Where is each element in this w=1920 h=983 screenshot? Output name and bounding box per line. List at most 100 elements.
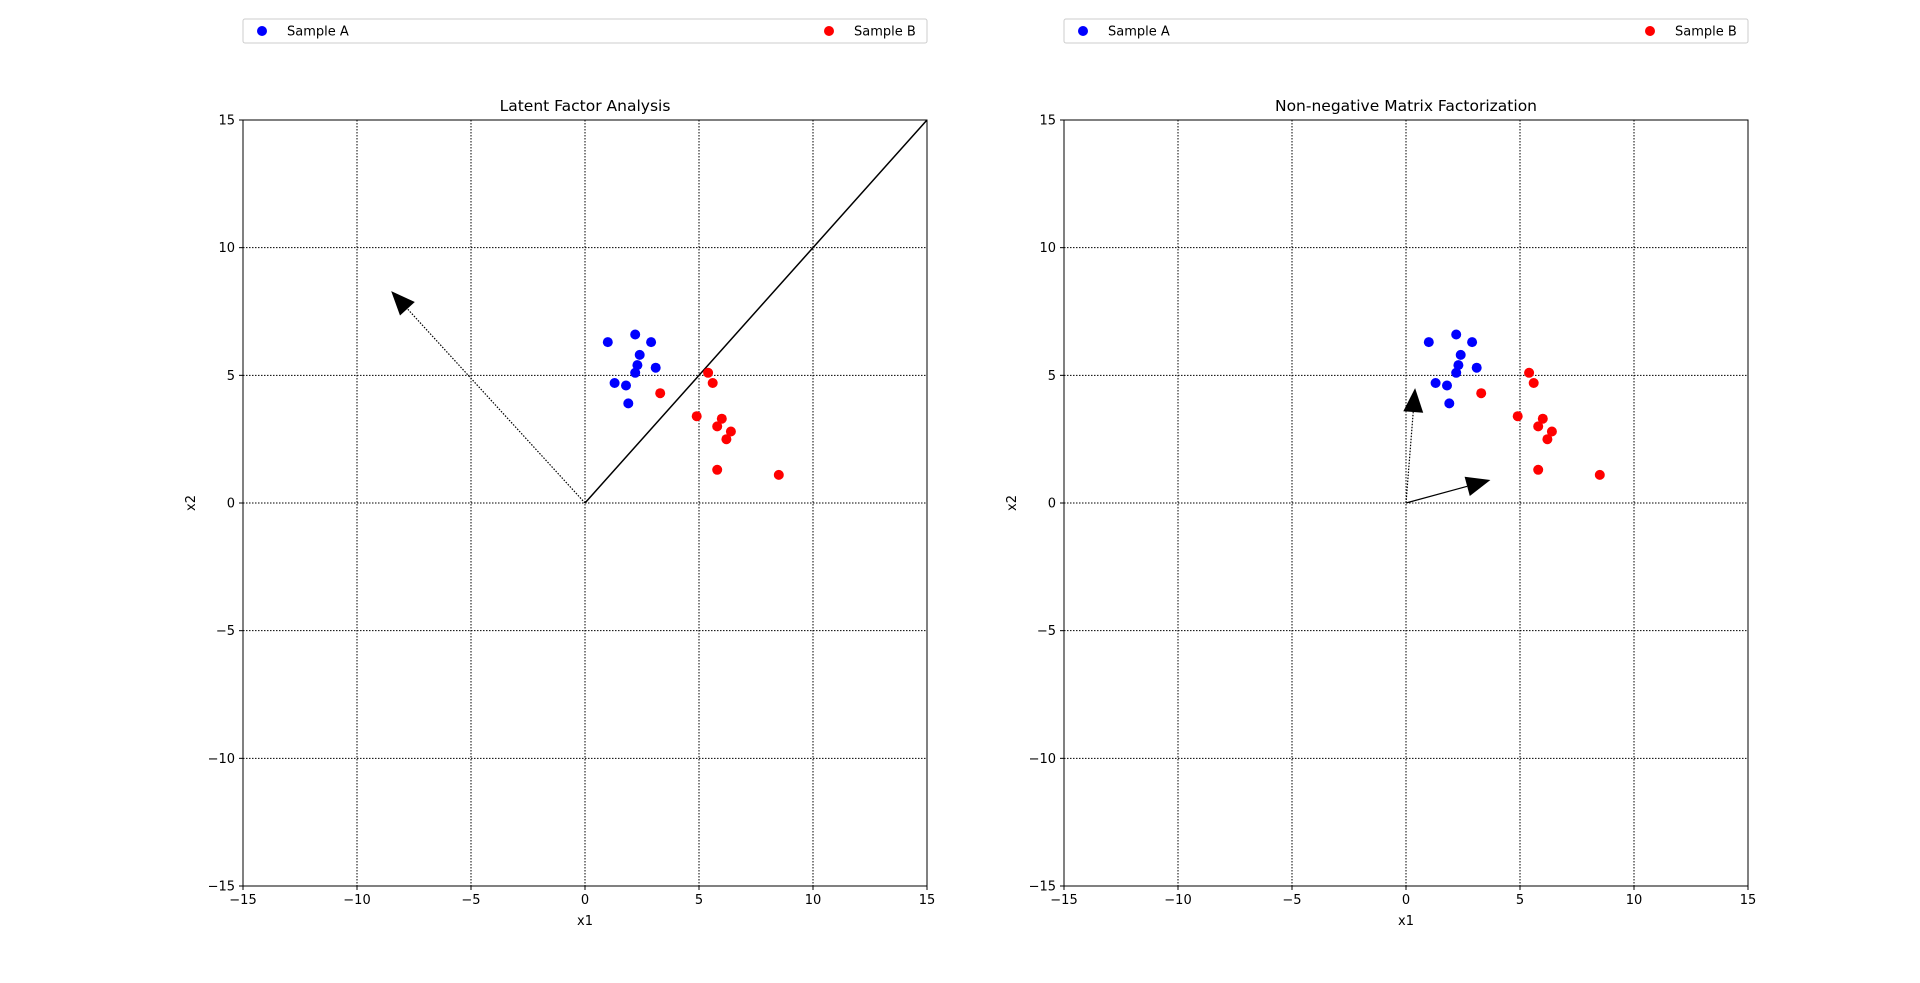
data-point-sample-a — [632, 360, 643, 371]
chart-title: Non-negative Matrix Factorization — [1275, 97, 1537, 115]
annotation-line — [584, 120, 927, 504]
legend-marker-sample-b — [824, 26, 834, 36]
data-points — [1423, 329, 1605, 480]
data-points — [602, 329, 784, 480]
data-point-sample-b — [1476, 388, 1487, 399]
data-point-sample-a — [1430, 378, 1441, 388]
data-point-sample-b — [721, 434, 732, 445]
x-tick-label: −15 — [1050, 893, 1077, 908]
x-tick-label: −5 — [1282, 893, 1301, 908]
x-axis-label: x1 — [1398, 914, 1414, 929]
y-tick-label: −15 — [208, 880, 235, 895]
x-tick-label: 5 — [1516, 893, 1524, 908]
data-point-sample-b — [712, 464, 723, 475]
annotations — [391, 120, 927, 504]
data-point-sample-b — [1528, 378, 1539, 388]
data-point-sample-a — [1451, 329, 1462, 340]
data-point-sample-b — [716, 413, 727, 424]
data-point-sample-a — [602, 337, 613, 348]
x-tick-label: 0 — [1402, 893, 1410, 908]
annotation-arrow-head — [1403, 388, 1424, 413]
x-tick-label: −10 — [1164, 893, 1191, 908]
legend-frame — [242, 18, 928, 44]
annotation-arrow-shaft — [1405, 485, 1468, 504]
data-point-sample-b — [725, 426, 736, 437]
legend: Sample A Sample B — [242, 18, 928, 44]
data-point-sample-a — [1444, 398, 1455, 409]
legend-label-sample-b: Sample B — [854, 25, 916, 40]
x-tick-label: 10 — [1626, 893, 1643, 908]
y-tick-label: 0 — [1048, 497, 1056, 512]
axis-ticks: −15 −10 −5 0 5 10 15 −15 −10 −5 0 5 10 15 — [208, 114, 936, 909]
x-tick-label: 15 — [1740, 893, 1757, 908]
y-tick-label: 15 — [218, 114, 235, 129]
legend-label-sample-b: Sample B — [1675, 25, 1737, 40]
data-point-sample-b — [691, 411, 702, 422]
data-point-sample-a — [1453, 360, 1464, 371]
data-point-sample-a — [650, 362, 661, 373]
y-axis-label: x2 — [184, 495, 199, 511]
data-point-sample-b — [703, 367, 714, 378]
x-tick-label: 0 — [581, 893, 589, 908]
legend-label-sample-a: Sample A — [1108, 25, 1170, 40]
y-tick-label: 10 — [1039, 241, 1056, 256]
data-point-sample-b — [1537, 413, 1548, 424]
y-tick-label: −5 — [216, 624, 235, 639]
data-point-sample-b — [655, 388, 666, 399]
data-point-sample-a — [634, 349, 645, 360]
data-point-sample-a — [1467, 337, 1478, 348]
legend-marker-sample-a — [1078, 26, 1088, 36]
annotations — [1403, 388, 1491, 504]
data-point-sample-a — [1471, 362, 1482, 373]
x-tick-label: 15 — [919, 893, 936, 908]
data-point-sample-a — [1455, 349, 1466, 360]
data-point-sample-b — [1524, 367, 1535, 378]
y-tick-label: 15 — [1039, 114, 1056, 129]
data-point-sample-b — [1542, 434, 1553, 445]
data-point-sample-a — [1451, 367, 1462, 378]
y-tick-label: −10 — [1029, 752, 1056, 767]
x-tick-label: −15 — [229, 893, 256, 908]
data-point-sample-a — [646, 337, 657, 348]
annotation-arrow-head — [1464, 476, 1491, 496]
axis-ticks: −15 −10 −5 0 5 10 15 −15 −10 −5 0 5 10 15 — [1029, 114, 1757, 909]
y-tick-label: −15 — [1029, 880, 1056, 895]
legend-frame — [1063, 18, 1749, 44]
data-point-sample-b — [773, 469, 784, 480]
x-tick-label: 10 — [805, 893, 822, 908]
data-point-sample-b — [1533, 464, 1544, 475]
data-point-sample-b — [707, 378, 718, 388]
legend: Sample A Sample B — [1063, 18, 1749, 44]
chart-panel-latent-factor-analysis: Sample A Sample B Latent Factor Analysis… — [184, 18, 936, 929]
data-point-sample-b — [712, 421, 723, 432]
data-point-sample-b — [1594, 469, 1605, 480]
legend-label-sample-a: Sample A — [287, 25, 349, 40]
annotation-arrow-shaft — [1405, 411, 1414, 504]
y-tick-label: 5 — [227, 369, 235, 384]
y-tick-label: −5 — [1037, 624, 1056, 639]
legend-marker-sample-a — [257, 26, 267, 36]
data-point-sample-a — [621, 380, 631, 391]
x-tick-label: 5 — [695, 893, 703, 908]
data-point-sample-b — [1512, 411, 1523, 422]
y-tick-label: 0 — [227, 497, 235, 512]
legend-marker-sample-b — [1645, 26, 1655, 36]
x-axis-label: x1 — [577, 914, 593, 929]
data-point-sample-a — [630, 329, 641, 340]
y-tick-label: −10 — [208, 752, 235, 767]
chart-title: Latent Factor Analysis — [500, 97, 671, 115]
data-point-sample-a — [609, 378, 620, 388]
data-point-sample-b — [1546, 426, 1557, 437]
annotation-arrow-head — [391, 291, 415, 316]
data-point-sample-b — [1533, 421, 1544, 432]
data-point-sample-a — [630, 367, 641, 378]
y-tick-label: 5 — [1048, 369, 1056, 384]
y-axis-label: x2 — [1005, 495, 1020, 511]
data-point-sample-a — [1442, 380, 1452, 391]
x-tick-label: −5 — [461, 893, 480, 908]
y-tick-label: 10 — [218, 241, 235, 256]
data-point-sample-a — [1423, 337, 1434, 348]
x-tick-label: −10 — [343, 893, 370, 908]
